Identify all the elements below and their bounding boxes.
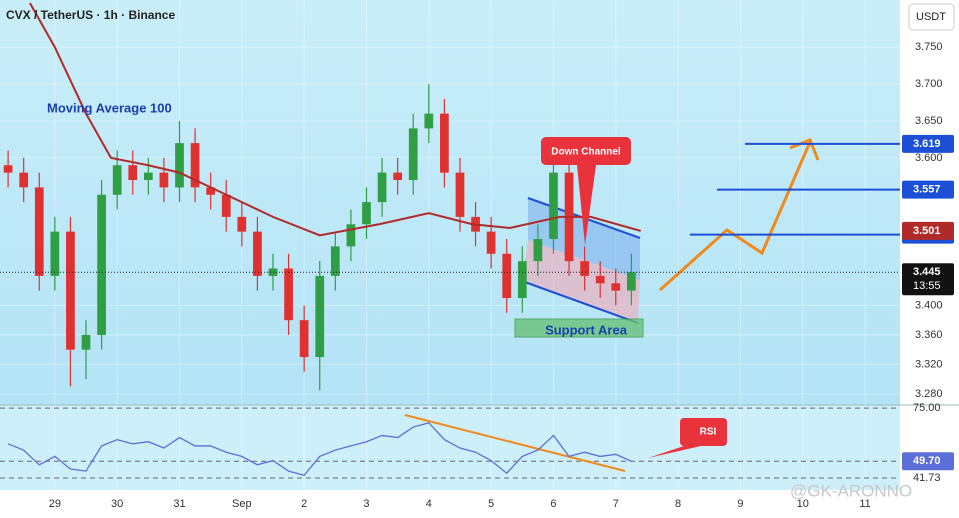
rsi-value: 49.70: [913, 455, 941, 467]
x-tick-label: 7: [613, 498, 619, 510]
watermark: @GK-ARONNO: [790, 481, 912, 500]
candle-body: [533, 239, 543, 262]
support-box: [514, 318, 644, 338]
y-tick-label: 3.320: [915, 358, 943, 370]
candle-body: [284, 268, 293, 321]
x-tick-label: 3: [363, 498, 369, 510]
candle-body: [346, 224, 356, 247]
x-tick-label: 9: [737, 498, 743, 510]
candle-body: [237, 216, 247, 232]
candle-body: [34, 187, 44, 276]
x-tick-label: 29: [49, 498, 61, 510]
price-pane: [0, 0, 900, 405]
ma-badge: [902, 221, 954, 240]
time-axis: [0, 490, 900, 518]
y-tick-label: 41.73: [913, 472, 941, 484]
candle-body: [595, 275, 605, 284]
channel-lower-fill: [522, 240, 640, 323]
candle-body: [627, 272, 636, 291]
candle-body: [97, 194, 106, 335]
rsi-trendline: [404, 414, 626, 472]
channel-label: Down Channel: [551, 147, 621, 158]
arrow-head: [789, 138, 820, 161]
x-tick-label: 11: [859, 498, 870, 510]
y-tick-label: 3.750: [915, 41, 943, 53]
level-badge: [902, 180, 954, 199]
candle-body: [424, 113, 434, 129]
callout: [541, 137, 631, 245]
candle-body: [221, 194, 231, 217]
candle-body: [315, 275, 325, 358]
candle-body: [440, 113, 449, 173]
price-badge: [902, 263, 954, 296]
candle-body: [580, 261, 589, 276]
projection-arrow: [658, 141, 812, 292]
rsi-label: RSI: [700, 427, 717, 438]
x-tick-label: 4: [426, 498, 432, 510]
candle-body: [253, 231, 262, 276]
x-tick-label: 8: [675, 498, 681, 510]
x-tick-label: 6: [550, 498, 556, 510]
candle-body: [66, 231, 75, 350]
level-label: 3.619: [913, 138, 941, 150]
candle-body: [159, 172, 169, 188]
candle-body: [268, 268, 278, 276]
candle-body: [190, 143, 200, 188]
candle-body: [408, 128, 418, 180]
y-tick-label: 75.00: [913, 402, 941, 414]
x-tick-label: 5: [488, 498, 494, 510]
y-tick-label: 3.360: [915, 329, 943, 341]
rsi-pane: [0, 405, 900, 490]
rsi-badge: [902, 452, 954, 471]
candle-body: [112, 165, 122, 195]
x-tick-label: 10: [797, 498, 809, 510]
candle-body: [81, 334, 91, 350]
candle-body: [393, 172, 403, 180]
y-tick-label: 3.400: [915, 299, 943, 311]
level-badge: [902, 134, 954, 153]
y-tick-label: 3.600: [915, 152, 943, 164]
candle-body: [206, 187, 216, 195]
y-tick-label: 3.650: [915, 115, 943, 127]
candle-body: [549, 172, 558, 240]
candle-body: [517, 261, 527, 299]
x-tick-label: 30: [111, 498, 123, 510]
y-tick-label: 3.700: [915, 78, 943, 90]
candle-body: [3, 165, 13, 173]
candle-body: [50, 231, 60, 276]
support-label: Support Area: [545, 322, 628, 337]
candle-body: [19, 172, 29, 188]
currency: USDT: [916, 11, 946, 23]
ma-value: 3.501: [913, 225, 941, 237]
ma-line: [29, 2, 641, 237]
candle-body: [611, 283, 621, 291]
ma-label: Moving Average 100: [47, 100, 172, 115]
candle-body: [143, 172, 153, 180]
candle-body: [330, 246, 340, 276]
x-tick-label: 31: [173, 498, 185, 510]
callout: [648, 418, 727, 458]
candle-body: [175, 143, 184, 188]
price-axis: [900, 0, 959, 518]
channel-line: [521, 280, 639, 324]
countdown: 13:55: [913, 280, 941, 292]
candle-body: [502, 253, 512, 299]
x-tick-label: Sep: [232, 498, 252, 510]
currency-box[interactable]: [908, 3, 955, 31]
candle-body: [362, 202, 371, 225]
candle-body: [128, 165, 138, 180]
candle-body: [299, 320, 309, 358]
chart-title: CVX / TetherUS · 1h · Binance: [6, 8, 175, 22]
candle-body: [486, 231, 496, 254]
price-value: 3.445: [913, 266, 941, 278]
level-label: 3.557: [913, 183, 941, 195]
candle-body: [377, 172, 387, 203]
x-tick-label: 2: [301, 498, 307, 510]
y-tick-label: 3.280: [915, 388, 943, 400]
candle-body: [455, 172, 465, 217]
rsi-line: [7, 422, 632, 477]
